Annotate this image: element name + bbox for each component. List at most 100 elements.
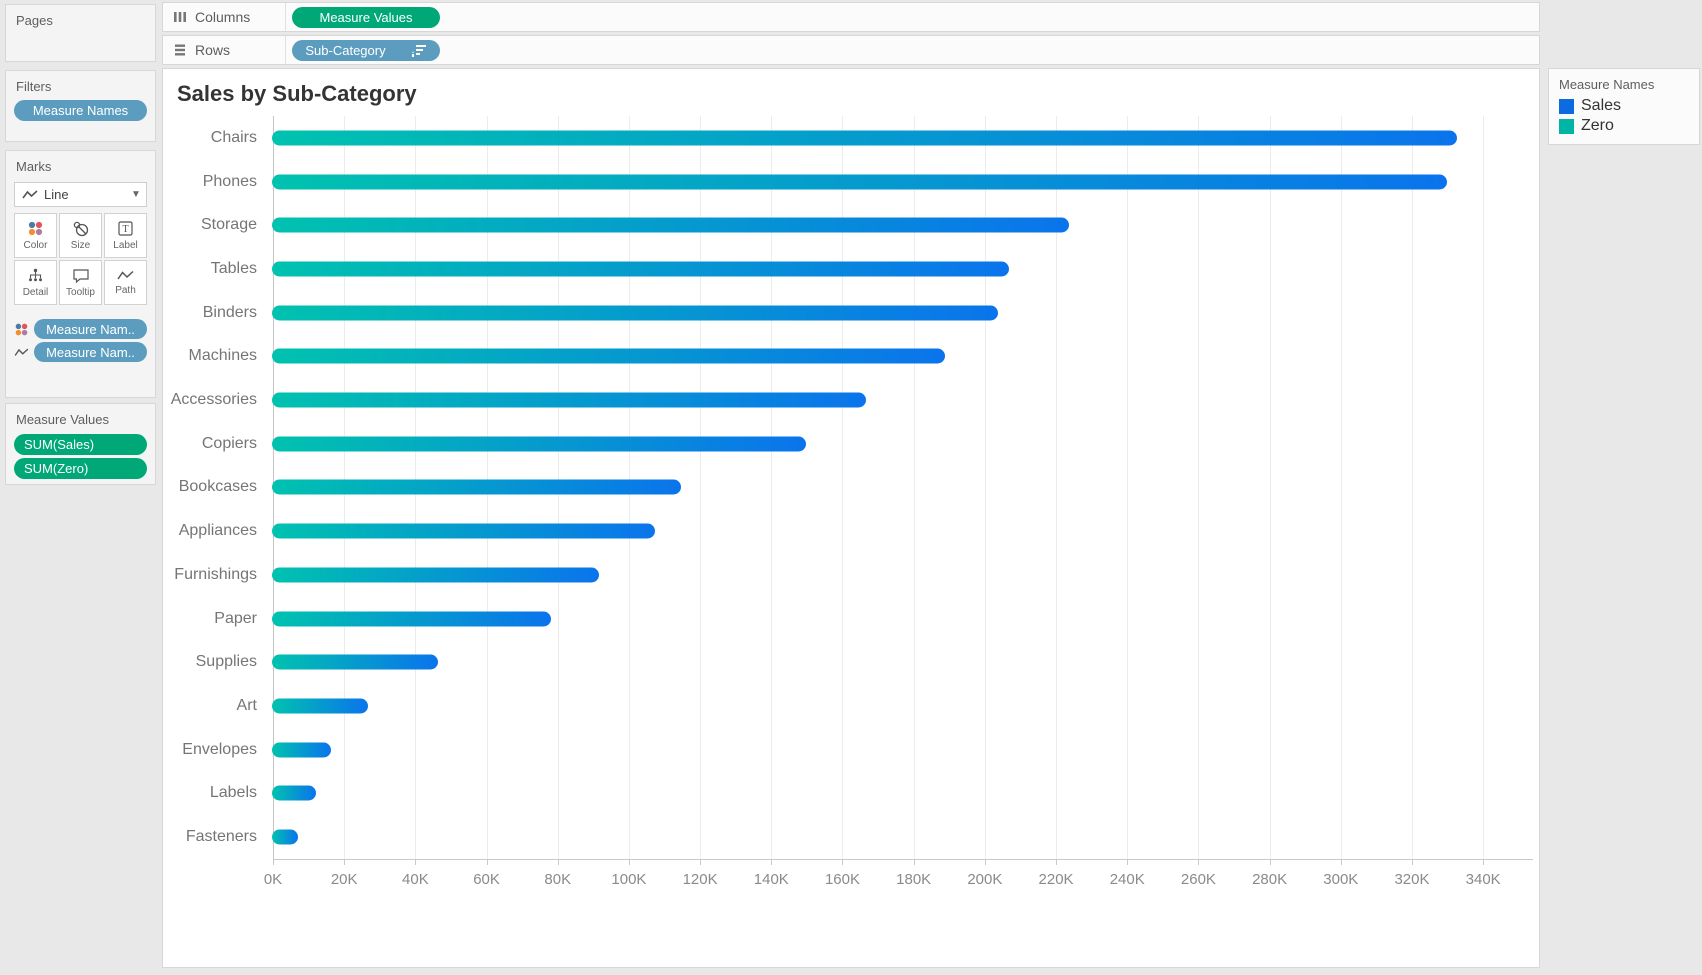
category-label[interactable]: Binders <box>202 303 257 321</box>
columns-icon <box>173 10 187 24</box>
columns-shelf[interactable]: Columns Measure Values <box>162 2 1540 32</box>
axis-tick <box>557 860 559 865</box>
chevron-down-icon[interactable]: ▼ <box>131 189 141 200</box>
tooltip-button[interactable]: Tooltip <box>59 260 102 305</box>
bar-track <box>272 466 1533 510</box>
category-label[interactable]: Labels <box>209 784 257 802</box>
rows-shelf[interactable]: Rows Sub-Category <box>162 35 1540 65</box>
label-button-label: Label <box>113 240 138 251</box>
bar-accessories[interactable] <box>272 392 867 408</box>
bar-storage[interactable] <box>272 217 1070 233</box>
category-label[interactable]: Fasteners <box>185 828 257 846</box>
marks-panel[interactable]: Marks Line ▼ Color Size <box>5 150 156 398</box>
axis-tick <box>1411 860 1413 865</box>
axis-tick-label: 320K <box>1394 871 1430 888</box>
marks-path-pill[interactable]: Measure Nam.. <box>34 342 147 362</box>
category-label[interactable]: Paper <box>214 609 257 627</box>
category-label[interactable]: Appliances <box>178 522 257 540</box>
pages-panel-title: Pages <box>16 13 53 28</box>
category-label[interactable]: Accessories <box>170 391 257 409</box>
axis-tick-label: 20K <box>330 871 358 888</box>
axis-tick-label: 60K <box>473 871 500 888</box>
chart-row-machines: Machines <box>163 335 1533 379</box>
axis-tick <box>771 860 773 865</box>
chart-row-bookcases: Bookcases <box>163 466 1533 510</box>
chart-row-accessories: Accessories <box>163 378 1533 422</box>
bar-appliances[interactable] <box>272 523 655 539</box>
axis-tick-label: 120K <box>682 871 718 888</box>
sum-sales-pill[interactable]: SUM(Sales) <box>14 434 147 455</box>
category-label[interactable]: Phones <box>202 172 257 190</box>
filter-pill-measure-names[interactable]: Measure Names <box>14 100 147 121</box>
category-label[interactable]: Copiers <box>201 434 257 452</box>
bar-labels[interactable] <box>272 785 317 801</box>
category-label[interactable]: Tables <box>210 259 257 277</box>
bar-track <box>272 815 1533 859</box>
tooltip-button-label: Tooltip <box>66 286 95 298</box>
pages-panel[interactable]: Pages <box>5 4 156 62</box>
label-button[interactable]: T Label <box>104 213 147 258</box>
measure-names-legend[interactable]: Measure Names Sales Zero <box>1548 68 1700 145</box>
category-label[interactable]: Envelopes <box>182 740 257 758</box>
bar-track <box>272 422 1533 466</box>
chart-row-supplies: Supplies <box>163 640 1533 684</box>
color-button[interactable]: Color <box>14 213 57 258</box>
category-label[interactable]: Storage <box>200 216 257 234</box>
bar-envelopes[interactable] <box>272 742 331 758</box>
path-icon <box>117 269 134 282</box>
measure-values-panel[interactable]: Measure Values SUM(Sales) SUM(Zero) <box>5 403 156 485</box>
mark-type-dropdown[interactable]: Line ▼ <box>14 182 147 207</box>
sort-descending-icon[interactable] <box>411 44 427 57</box>
x-axis[interactable]: 0K 20K 40K 60K 80K 100K 120K 140K 160K 180K 200K 22… <box>264 859 1533 901</box>
columns-pill-measure-values[interactable]: Measure Values <box>292 6 440 28</box>
axis-tick-label: 280K <box>1252 871 1288 888</box>
chart-row-art: Art <box>163 684 1533 728</box>
bar-binders[interactable] <box>272 305 999 321</box>
category-label[interactable]: Bookcases <box>178 478 257 496</box>
path-button[interactable]: Path <box>104 260 147 305</box>
mark-type-value: Line <box>44 187 69 202</box>
plot-area: Chairs Phones Storage Tables Binders Machines… <box>163 116 1533 859</box>
bar-track <box>272 160 1533 204</box>
bar-machines[interactable] <box>272 348 945 364</box>
legend-item-zero[interactable]: Zero <box>1549 116 1699 136</box>
filters-panel[interactable]: Filters Measure Names <box>5 70 156 142</box>
chart-row-phones: Phones <box>163 160 1533 204</box>
axis-tick <box>913 860 915 865</box>
detail-button[interactable]: Detail <box>14 260 57 305</box>
bar-art[interactable] <box>272 698 369 714</box>
bar-track <box>272 203 1533 247</box>
color-icon <box>27 220 44 237</box>
bar-track <box>272 684 1533 728</box>
label-icon: T <box>117 220 134 237</box>
category-label[interactable]: Chairs <box>210 128 257 146</box>
bar-chairs[interactable] <box>272 130 1458 146</box>
bar-furnishings[interactable] <box>272 567 600 583</box>
category-label[interactable]: Supplies <box>195 653 257 671</box>
axis-tick <box>1198 860 1200 865</box>
axis-tick-label: 140K <box>753 871 789 888</box>
chart-row-appliances: Appliances <box>163 509 1533 553</box>
legend-item-sales[interactable]: Sales <box>1549 96 1699 116</box>
sum-zero-pill[interactable]: SUM(Zero) <box>14 458 147 479</box>
marks-color-pill[interactable]: Measure Nam.. <box>34 319 147 339</box>
bar-paper[interactable] <box>272 611 552 627</box>
bar-bookcases[interactable] <box>272 479 682 495</box>
category-label[interactable]: Machines <box>188 347 257 365</box>
chart-row-fasteners: Fasteners <box>163 815 1533 859</box>
bar-supplies[interactable] <box>272 654 439 670</box>
bar-track <box>272 597 1533 641</box>
bar-phones[interactable] <box>272 174 1447 190</box>
bar-track <box>272 640 1533 684</box>
size-icon <box>72 220 89 237</box>
rows-pill-sub-category[interactable]: Sub-Category <box>292 39 440 61</box>
bar-tables[interactable] <box>272 261 1009 277</box>
tooltip-icon <box>72 268 90 284</box>
category-label[interactable]: Furnishings <box>174 565 257 583</box>
line-mark-icon <box>15 189 38 201</box>
category-label[interactable]: Art <box>236 696 257 714</box>
svg-text:T: T <box>122 224 128 235</box>
bar-copiers[interactable] <box>272 436 806 452</box>
size-button[interactable]: Size <box>59 213 102 258</box>
bar-fasteners[interactable] <box>272 829 298 845</box>
